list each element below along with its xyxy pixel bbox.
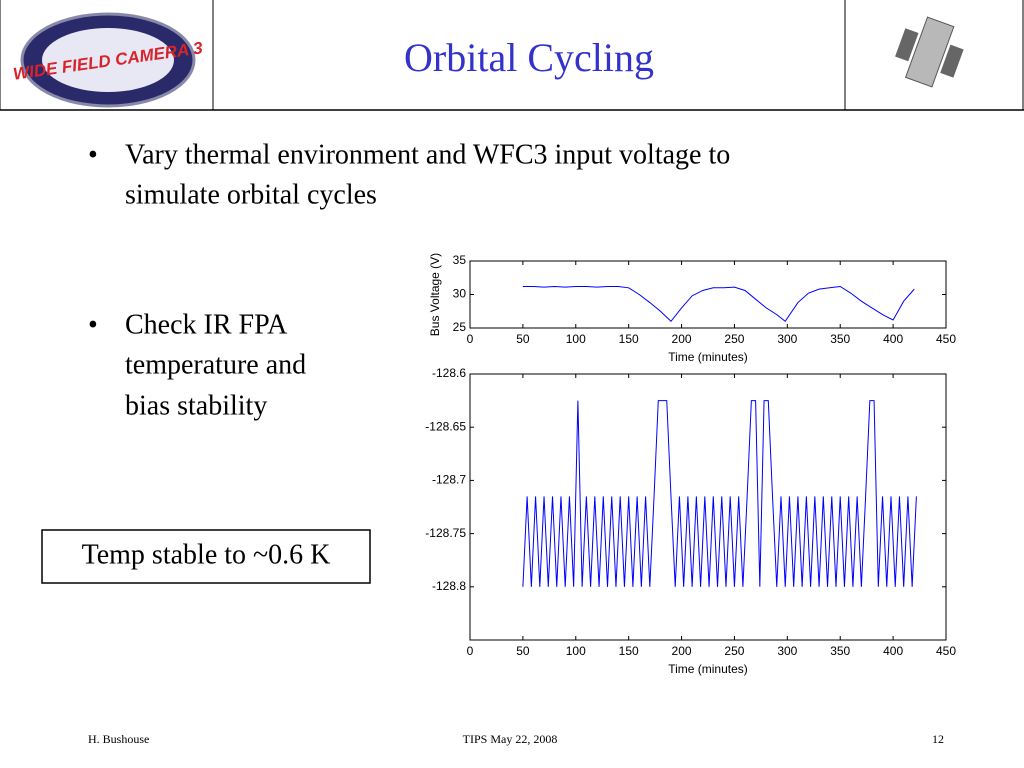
- bullet-text: simulate orbital cycles: [125, 179, 377, 210]
- x-axis-label: Time (minutes): [668, 662, 748, 676]
- x-tick-label: 50: [516, 332, 530, 346]
- x-tick-label: 300: [777, 332, 797, 346]
- x-tick-label: 100: [566, 644, 586, 658]
- callout-text: Temp stable to ~0.6 K: [82, 539, 331, 570]
- x-tick-label: 200: [672, 332, 692, 346]
- plot-area: [469, 260, 947, 329]
- x-axis-label: Time (minutes): [668, 350, 748, 364]
- x-tick-label: 200: [672, 644, 692, 658]
- footer-center: TIPS May 22, 2008: [463, 732, 558, 746]
- slide-title: Orbital Cycling: [404, 35, 654, 80]
- solar-panel: [940, 44, 964, 78]
- y-tick-label: -128.8: [432, 579, 466, 593]
- telescope-body: [904, 16, 955, 88]
- data-line: [522, 400, 917, 587]
- x-tick-label: 0: [467, 332, 474, 346]
- logo: WIDE FIELD CAMERA 3: [12, 12, 204, 108]
- x-tick-label: 100: [566, 332, 586, 346]
- footer-right: 12: [932, 732, 944, 746]
- logo-center: [42, 28, 174, 92]
- x-tick-label: 150: [619, 332, 639, 346]
- x-tick-label: 350: [830, 644, 850, 658]
- y-axis-label: Bus Voltage (V): [428, 253, 442, 336]
- x-tick-label: 0: [467, 644, 474, 658]
- bullet-text: temperature and: [125, 349, 306, 380]
- telescope-icon: [895, 16, 964, 88]
- plot-area: [469, 373, 947, 641]
- callout-box: [41, 529, 371, 584]
- x-tick-label: 400: [883, 644, 903, 658]
- y-tick-label: -128.75: [425, 526, 466, 540]
- x-tick-label: 50: [516, 644, 530, 658]
- data-line: [522, 285, 915, 323]
- bullet-marker: •: [88, 309, 98, 340]
- solar-panel: [895, 28, 919, 62]
- x-tick-label: 250: [724, 332, 744, 346]
- y-tick-label: 35: [453, 253, 467, 267]
- x-tick-label: 450: [936, 644, 956, 658]
- y-tick-label: 25: [453, 320, 467, 334]
- bullet-text: Vary thermal environment and WFC3 input …: [125, 139, 730, 170]
- y-tick-label: -128.7: [432, 473, 466, 487]
- bullet-marker: •: [88, 139, 98, 170]
- x-tick-label: 300: [777, 644, 797, 658]
- x-tick-label: 450: [936, 332, 956, 346]
- y-tick-label: -128.65: [425, 419, 466, 433]
- y-tick-label: -128.6: [432, 366, 466, 380]
- x-tick-label: 250: [724, 644, 744, 658]
- x-tick-label: 150: [619, 644, 639, 658]
- y-tick-label: 30: [453, 287, 467, 301]
- bullet-text: bias stability: [125, 390, 267, 421]
- x-tick-label: 400: [883, 332, 903, 346]
- footer-left: H. Bushouse: [88, 732, 149, 746]
- x-tick-label: 350: [830, 332, 850, 346]
- bullet-text: Check IR FPA: [125, 309, 288, 340]
